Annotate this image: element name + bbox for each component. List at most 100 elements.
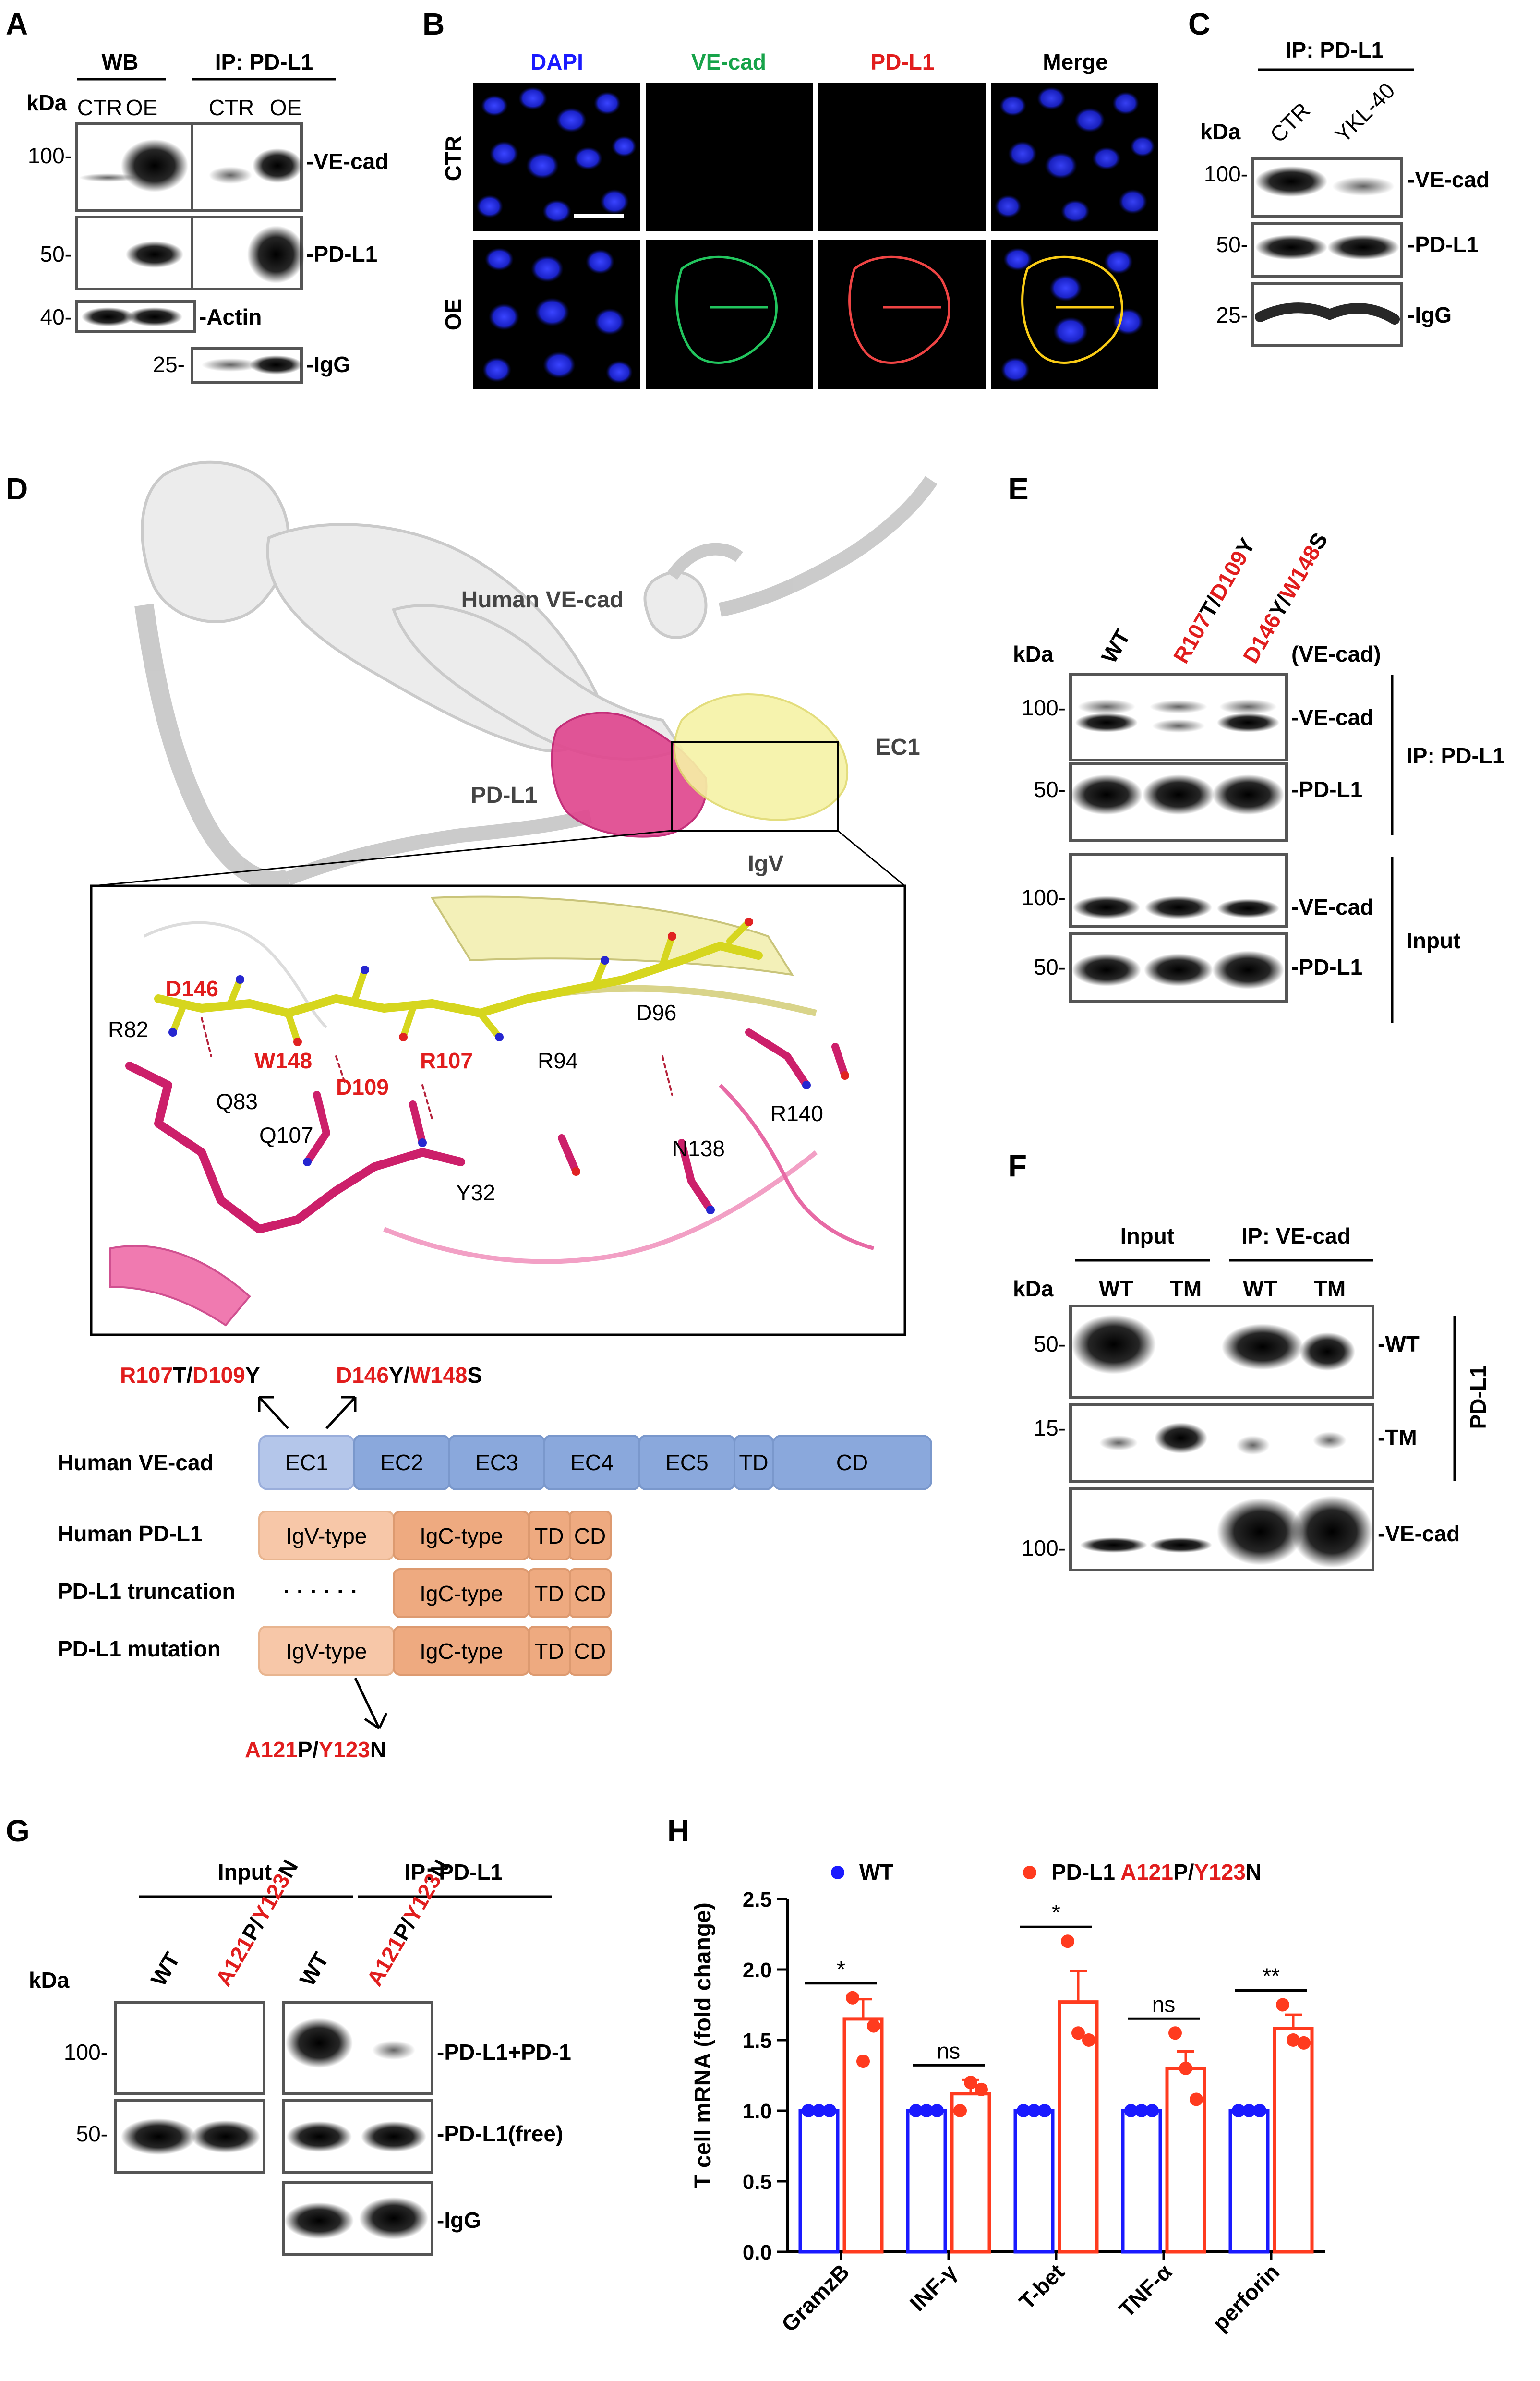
data-point bbox=[920, 2104, 933, 2117]
panel-letter-c: C bbox=[1188, 7, 1210, 41]
y-tick-label: 1.5 bbox=[743, 2029, 772, 2053]
band bbox=[1219, 699, 1277, 714]
marker: 50- bbox=[1034, 777, 1066, 802]
band bbox=[1152, 719, 1205, 733]
band bbox=[250, 355, 302, 375]
marker: 100- bbox=[1022, 695, 1066, 720]
band bbox=[1327, 235, 1399, 260]
struct-label: EC1 bbox=[875, 735, 920, 760]
panel-letter-a: A bbox=[6, 7, 28, 41]
band bbox=[1080, 1537, 1147, 1553]
residue-label: Q83 bbox=[216, 1089, 258, 1114]
zoom-box bbox=[671, 741, 839, 832]
group-input: Input bbox=[218, 1860, 272, 1885]
domain-row-label: Human PD-L1 bbox=[58, 1521, 203, 1546]
band bbox=[1236, 1436, 1270, 1455]
bar bbox=[1121, 2109, 1162, 2254]
marker: 100- bbox=[1022, 885, 1066, 910]
marker: 100- bbox=[1022, 1535, 1066, 1560]
struct-label: Human VE-cad bbox=[461, 587, 624, 613]
membrane-signal bbox=[1021, 255, 1123, 364]
lane-label: WT bbox=[1096, 625, 1135, 667]
panel-g: G Input IP: PD-L1 kDa WT A121P/Y123N WT … bbox=[6, 1813, 571, 2256]
y-tick-label: 1.0 bbox=[743, 2100, 772, 2123]
band bbox=[191, 2120, 260, 2153]
vecad-surface bbox=[134, 460, 938, 891]
band bbox=[1145, 896, 1212, 919]
x-tick-label: INF-γ bbox=[905, 2259, 962, 2316]
marker: 15- bbox=[1034, 1415, 1066, 1440]
band bbox=[1222, 1324, 1303, 1370]
band bbox=[253, 148, 302, 183]
band bbox=[1332, 177, 1395, 196]
chart-plot: 0.0 0.5 1.0 1.5 2.0 2.5 * GramzB ns INF-γ * T-bet ns… bbox=[743, 1888, 1325, 2337]
bar bbox=[906, 2109, 947, 2254]
domain-label: IgV-type bbox=[286, 1639, 367, 1664]
bar bbox=[842, 2017, 884, 2254]
domain-row-label: Human VE-cad bbox=[58, 1450, 214, 1475]
data-point bbox=[975, 2082, 988, 2096]
panel-d: D Human VE-cad PD-L1 EC1 IgV bbox=[6, 460, 938, 1762]
lane-label: WT bbox=[146, 1948, 185, 1990]
band bbox=[121, 2118, 196, 2155]
significance-label: * bbox=[837, 1957, 845, 1982]
marker: 25- bbox=[153, 352, 185, 377]
y-tick-label: 0.5 bbox=[743, 2170, 772, 2194]
band bbox=[1144, 954, 1213, 986]
domain-cd bbox=[569, 1568, 612, 1618]
mutation-label: D146Y/W148S bbox=[336, 1363, 482, 1388]
band bbox=[79, 173, 137, 182]
data-point bbox=[1027, 2104, 1041, 2117]
legend-marker-mut bbox=[1023, 1866, 1036, 1879]
domain-label: EC5 bbox=[665, 1450, 708, 1475]
data-point bbox=[909, 2104, 923, 2117]
panel-c: C IP: PD-L1 kDa CTR YKL-40 100- -VE-cad … bbox=[1188, 7, 1490, 347]
band-label: -VE-cad bbox=[1378, 1521, 1460, 1546]
mutation-label: A121P/Y123N bbox=[245, 1737, 386, 1762]
kda-label: kDa bbox=[26, 90, 67, 115]
group-ip: IP: PD-L1 bbox=[1407, 743, 1504, 768]
kda-label: kDa bbox=[29, 1968, 70, 1993]
domain-label: EC3 bbox=[475, 1450, 518, 1475]
pdl1-surface bbox=[551, 712, 708, 838]
band bbox=[1255, 235, 1327, 260]
domain-cd bbox=[772, 1435, 932, 1490]
lane-label: TM bbox=[1170, 1276, 1202, 1301]
column-header: VE-cad bbox=[691, 49, 766, 74]
kda-label: kDa bbox=[1013, 1276, 1054, 1301]
domain-label: IgV-type bbox=[286, 1523, 367, 1548]
panel-e: E kDa WT R107T/D109Y D146Y/W148S (VE-cad… bbox=[1008, 471, 1504, 1023]
residue-label: D96 bbox=[636, 1000, 676, 1025]
band-label: -IgG bbox=[437, 2208, 481, 2233]
band bbox=[287, 2121, 352, 2152]
band-label: -PD-L1 bbox=[306, 242, 377, 266]
data-point bbox=[1038, 2104, 1051, 2117]
bar bbox=[1228, 2109, 1270, 2254]
data-point bbox=[1232, 2104, 1245, 2117]
data-point bbox=[1061, 1934, 1074, 1948]
data-point bbox=[1071, 2026, 1085, 2040]
membrane-signal bbox=[675, 255, 778, 364]
data-point bbox=[1017, 2104, 1030, 2117]
x-tick-label: perforin bbox=[1207, 2259, 1284, 2336]
band bbox=[1291, 1496, 1373, 1568]
lane-label: WT bbox=[1099, 1276, 1133, 1301]
zoom-line bbox=[837, 830, 905, 887]
data-point bbox=[1168, 2026, 1182, 2040]
band-label: -IgG bbox=[1408, 302, 1452, 327]
band bbox=[372, 2041, 415, 2060]
lane-label: YKL-40 bbox=[1330, 78, 1399, 147]
domain-cd bbox=[569, 1511, 612, 1560]
domain-label: IgC-type bbox=[420, 1639, 503, 1664]
struct-label: PD-L1 bbox=[471, 783, 538, 808]
panel-letter-g: G bbox=[6, 1813, 30, 1848]
band bbox=[1255, 166, 1327, 197]
group-ip: IP: VE-cad bbox=[1241, 1223, 1351, 1248]
residue-label: D146 bbox=[166, 976, 218, 1001]
residue-label: Q107 bbox=[259, 1123, 313, 1148]
group-ip: IP: PD-L1 bbox=[1286, 37, 1384, 62]
band bbox=[82, 307, 134, 326]
residue-label: R140 bbox=[770, 1101, 823, 1126]
band-label: -PD-L1(free) bbox=[437, 2121, 563, 2146]
